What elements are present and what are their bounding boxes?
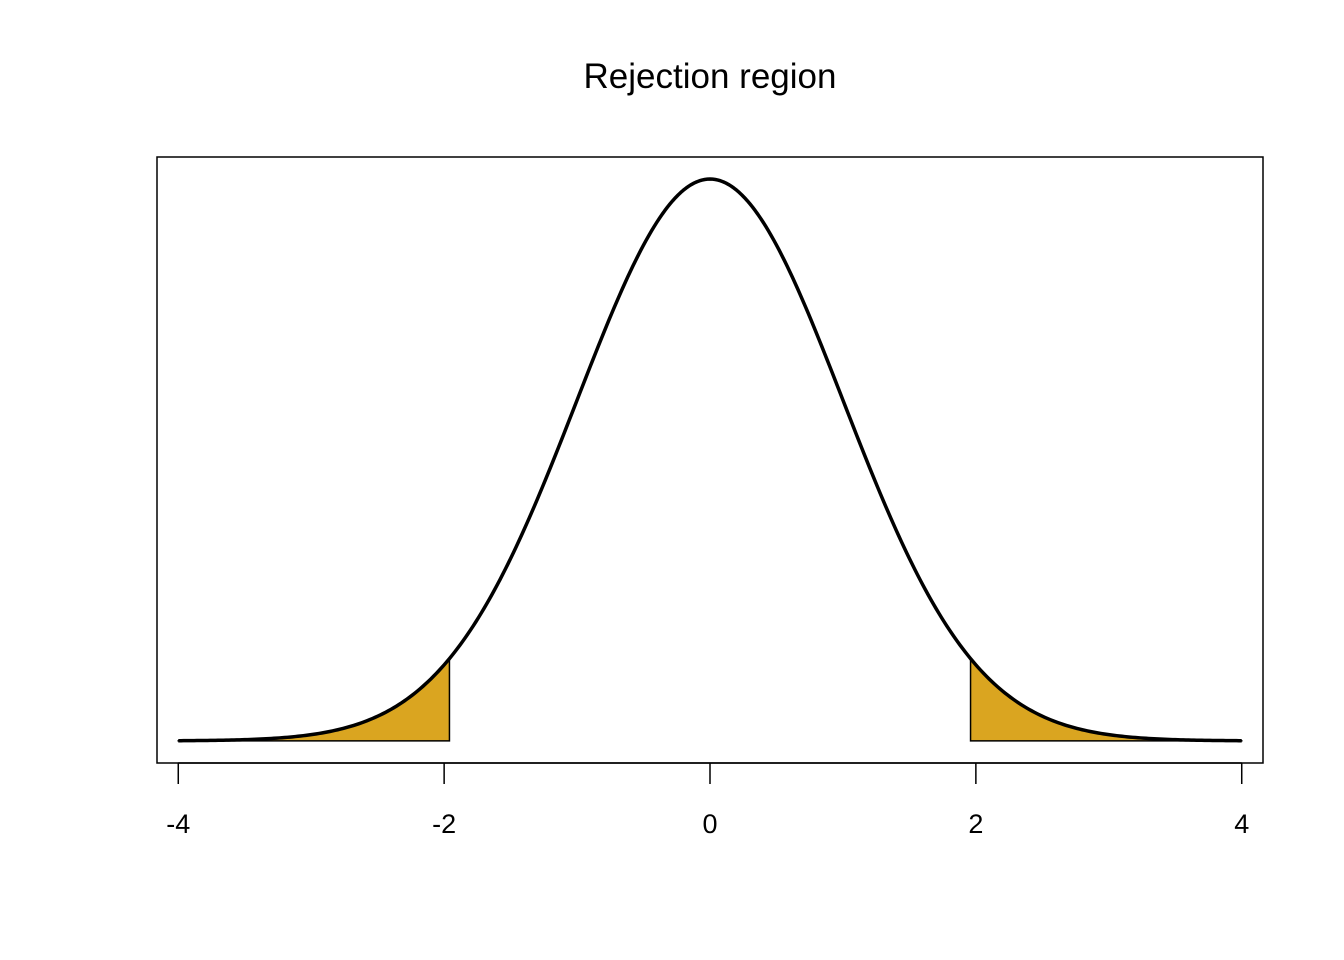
chart-title: Rejection region <box>584 57 837 96</box>
x-tick-label: 0 <box>702 809 717 839</box>
x-tick-label: 2 <box>968 809 983 839</box>
density-curve <box>178 177 1242 743</box>
x-tick-label: -2 <box>432 809 456 839</box>
plot-frame <box>156 156 1264 764</box>
x-axis: -4 -2 0 2 4 <box>166 762 1249 839</box>
x-tick-label: 4 <box>1234 809 1249 839</box>
x-tick-label: -4 <box>166 809 190 839</box>
